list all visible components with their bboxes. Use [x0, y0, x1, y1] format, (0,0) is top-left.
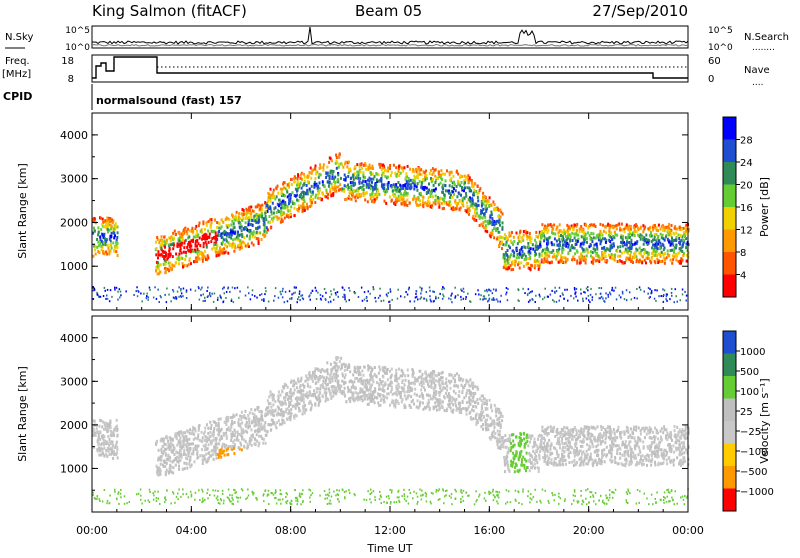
noise-sky-line — [92, 27, 688, 44]
nave-label: Nave — [744, 65, 770, 76]
noise-left-label: N.Sky — [5, 32, 33, 43]
colorbar-swatch — [723, 117, 736, 140]
colorbar-swatch — [723, 230, 736, 253]
noise-right-legend: ........ — [752, 43, 775, 53]
colorbar-tick-label: 4 — [740, 271, 746, 282]
power-colorbar: 28 24 20 16 12 8 4 Power [dB] — [723, 117, 771, 298]
velocity-ylabel: Slant Range [km] — [16, 366, 29, 462]
nave-tick-bottom: 0 — [708, 74, 714, 85]
cpid-label: CPID — [3, 90, 32, 103]
time-xlabel: Time UT — [366, 542, 412, 554]
velocity-panel: 1000 2000 3000 4000 Slant Range [km] — [16, 316, 690, 512]
power-panel-frame — [92, 113, 688, 310]
nave-tick-top: 60 — [708, 56, 721, 67]
colorbar-tick-label: −500 — [740, 467, 767, 478]
colorbar-tick-label: 1000 — [740, 347, 765, 358]
time-tick-label: 04:00 — [175, 524, 207, 537]
freq-tick-bottom: 8 — [68, 74, 74, 85]
colorbar-swatch — [723, 252, 736, 275]
noise-panel: N.Sky N.Search ........ 10^5 10^0 10^5 1… — [5, 26, 789, 53]
power-panel: 1000 2000 3000 4000 Slant Range [km] — [16, 113, 690, 310]
colorbar-swatch — [723, 354, 736, 377]
colorbar-swatch — [723, 444, 736, 467]
colorbar-tick-label: 24 — [740, 158, 753, 169]
y-tick-label: 4000 — [60, 332, 88, 345]
noise-left-tick-bottom: 10^0 — [65, 43, 90, 53]
freq-panel-frame — [92, 55, 688, 82]
colorbar-tick-label: 28 — [740, 136, 753, 147]
colorbar-swatch — [723, 331, 736, 354]
y-tick-label: 2000 — [60, 216, 88, 229]
freq-panel: Freq. [MHz] Nave .... 18 8 60 0 — [2, 55, 770, 88]
noise-left-tick-top: 10^5 — [65, 26, 90, 36]
colorbar-swatch — [723, 207, 736, 230]
station-title: King Salmon (fitACF) — [92, 2, 247, 20]
velocity-colorbar-label: Velocity [m s⁻¹] — [758, 378, 771, 463]
beam-title: Beam 05 — [355, 2, 422, 20]
date-title: 27/Sep/2010 — [592, 2, 688, 20]
colorbar-swatch — [723, 185, 736, 208]
colorbar-tick-label: −1000 — [740, 487, 774, 498]
time-tick-label: 20:00 — [573, 524, 605, 537]
y-tick-label: 3000 — [60, 375, 88, 388]
colorbar-tick-label: 8 — [740, 248, 746, 259]
velocity-data — [92, 356, 690, 505]
colorbar-swatch — [723, 421, 736, 444]
time-tick-label: 16:00 — [473, 524, 505, 537]
time-tick-label: 12:00 — [374, 524, 406, 537]
colorbar-swatch — [723, 376, 736, 399]
nave-legend: .... — [752, 78, 763, 88]
colorbar-tick-label: 16 — [740, 203, 753, 214]
colorbar-swatch — [723, 275, 736, 298]
colorbar-swatch — [723, 140, 736, 163]
colorbar-swatch — [723, 466, 736, 489]
colorbar-tick-label: 100 — [740, 387, 759, 398]
colorbar-tick-label: 25 — [740, 407, 753, 418]
cpid-panel: CPID normalsound (fast) 157 — [3, 84, 242, 110]
power-colorbar-label: Power [dB] — [758, 177, 771, 237]
noise-right-tick-bottom: 10^0 — [708, 43, 733, 53]
freq-unit-label: [MHz] — [2, 69, 31, 80]
noise-right-tick-top: 10^5 — [708, 26, 733, 36]
y-tick-label: 1000 — [60, 462, 88, 475]
y-tick-label: 1000 — [60, 260, 88, 273]
power-ylabel: Slant Range [km] — [16, 163, 29, 259]
time-tick-label: 00:00 — [672, 524, 704, 537]
freq-tick-top: 18 — [61, 56, 74, 67]
colorbar-tick-label: 20 — [740, 181, 753, 192]
y-tick-label: 2000 — [60, 419, 88, 432]
time-tick-label: 08:00 — [275, 524, 307, 537]
colorbar-swatch — [723, 162, 736, 185]
y-tick-label: 4000 — [60, 129, 88, 142]
colorbar-swatch — [723, 399, 736, 422]
freq-label: Freq. — [5, 56, 30, 67]
noise-search-line — [92, 45, 688, 47]
colorbar-tick-label: 500 — [740, 367, 759, 378]
velocity-panel-frame — [92, 316, 688, 512]
power-data — [92, 152, 690, 303]
colorbar-tick-label: 12 — [740, 226, 753, 237]
cpid-mode: normalsound (fast) 157 — [96, 94, 242, 107]
colorbar-swatch — [723, 489, 736, 512]
time-tick-label: 00:00 — [76, 524, 108, 537]
y-tick-label: 3000 — [60, 173, 88, 186]
noise-right-label: N.Search — [744, 32, 789, 43]
